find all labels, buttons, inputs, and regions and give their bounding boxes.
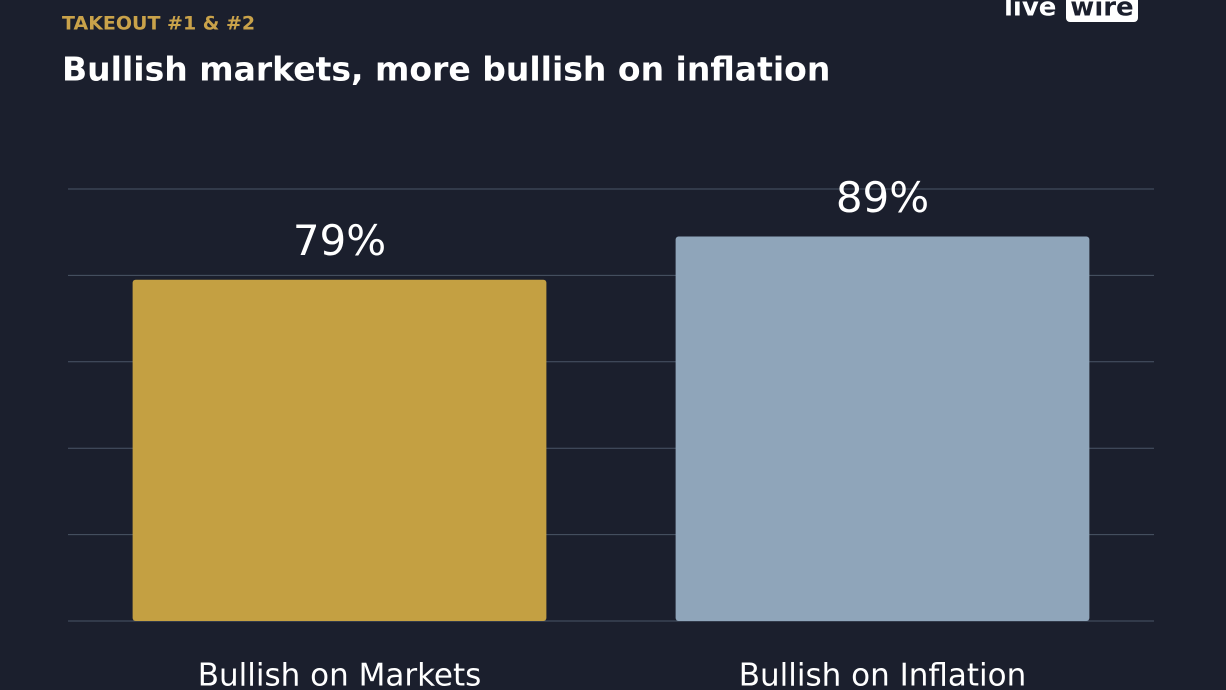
- logo-box: [1066, 0, 1138, 22]
- value-label: 89%: [836, 173, 929, 222]
- logo-right: wire: [1070, 0, 1133, 23]
- bar: [675, 236, 1090, 621]
- chart-subtitle: TAKEOUT #1 & #2: [62, 13, 255, 35]
- bar: [132, 279, 547, 621]
- chart-title: Bullish markets, more bullish on inflati…: [62, 50, 830, 89]
- logo-left: live: [1004, 0, 1056, 23]
- value-label: 79%: [293, 216, 386, 265]
- x-tick-label: Bullish on Inflation: [739, 658, 1027, 690]
- x-tick-label: Bullish on Markets: [198, 658, 482, 690]
